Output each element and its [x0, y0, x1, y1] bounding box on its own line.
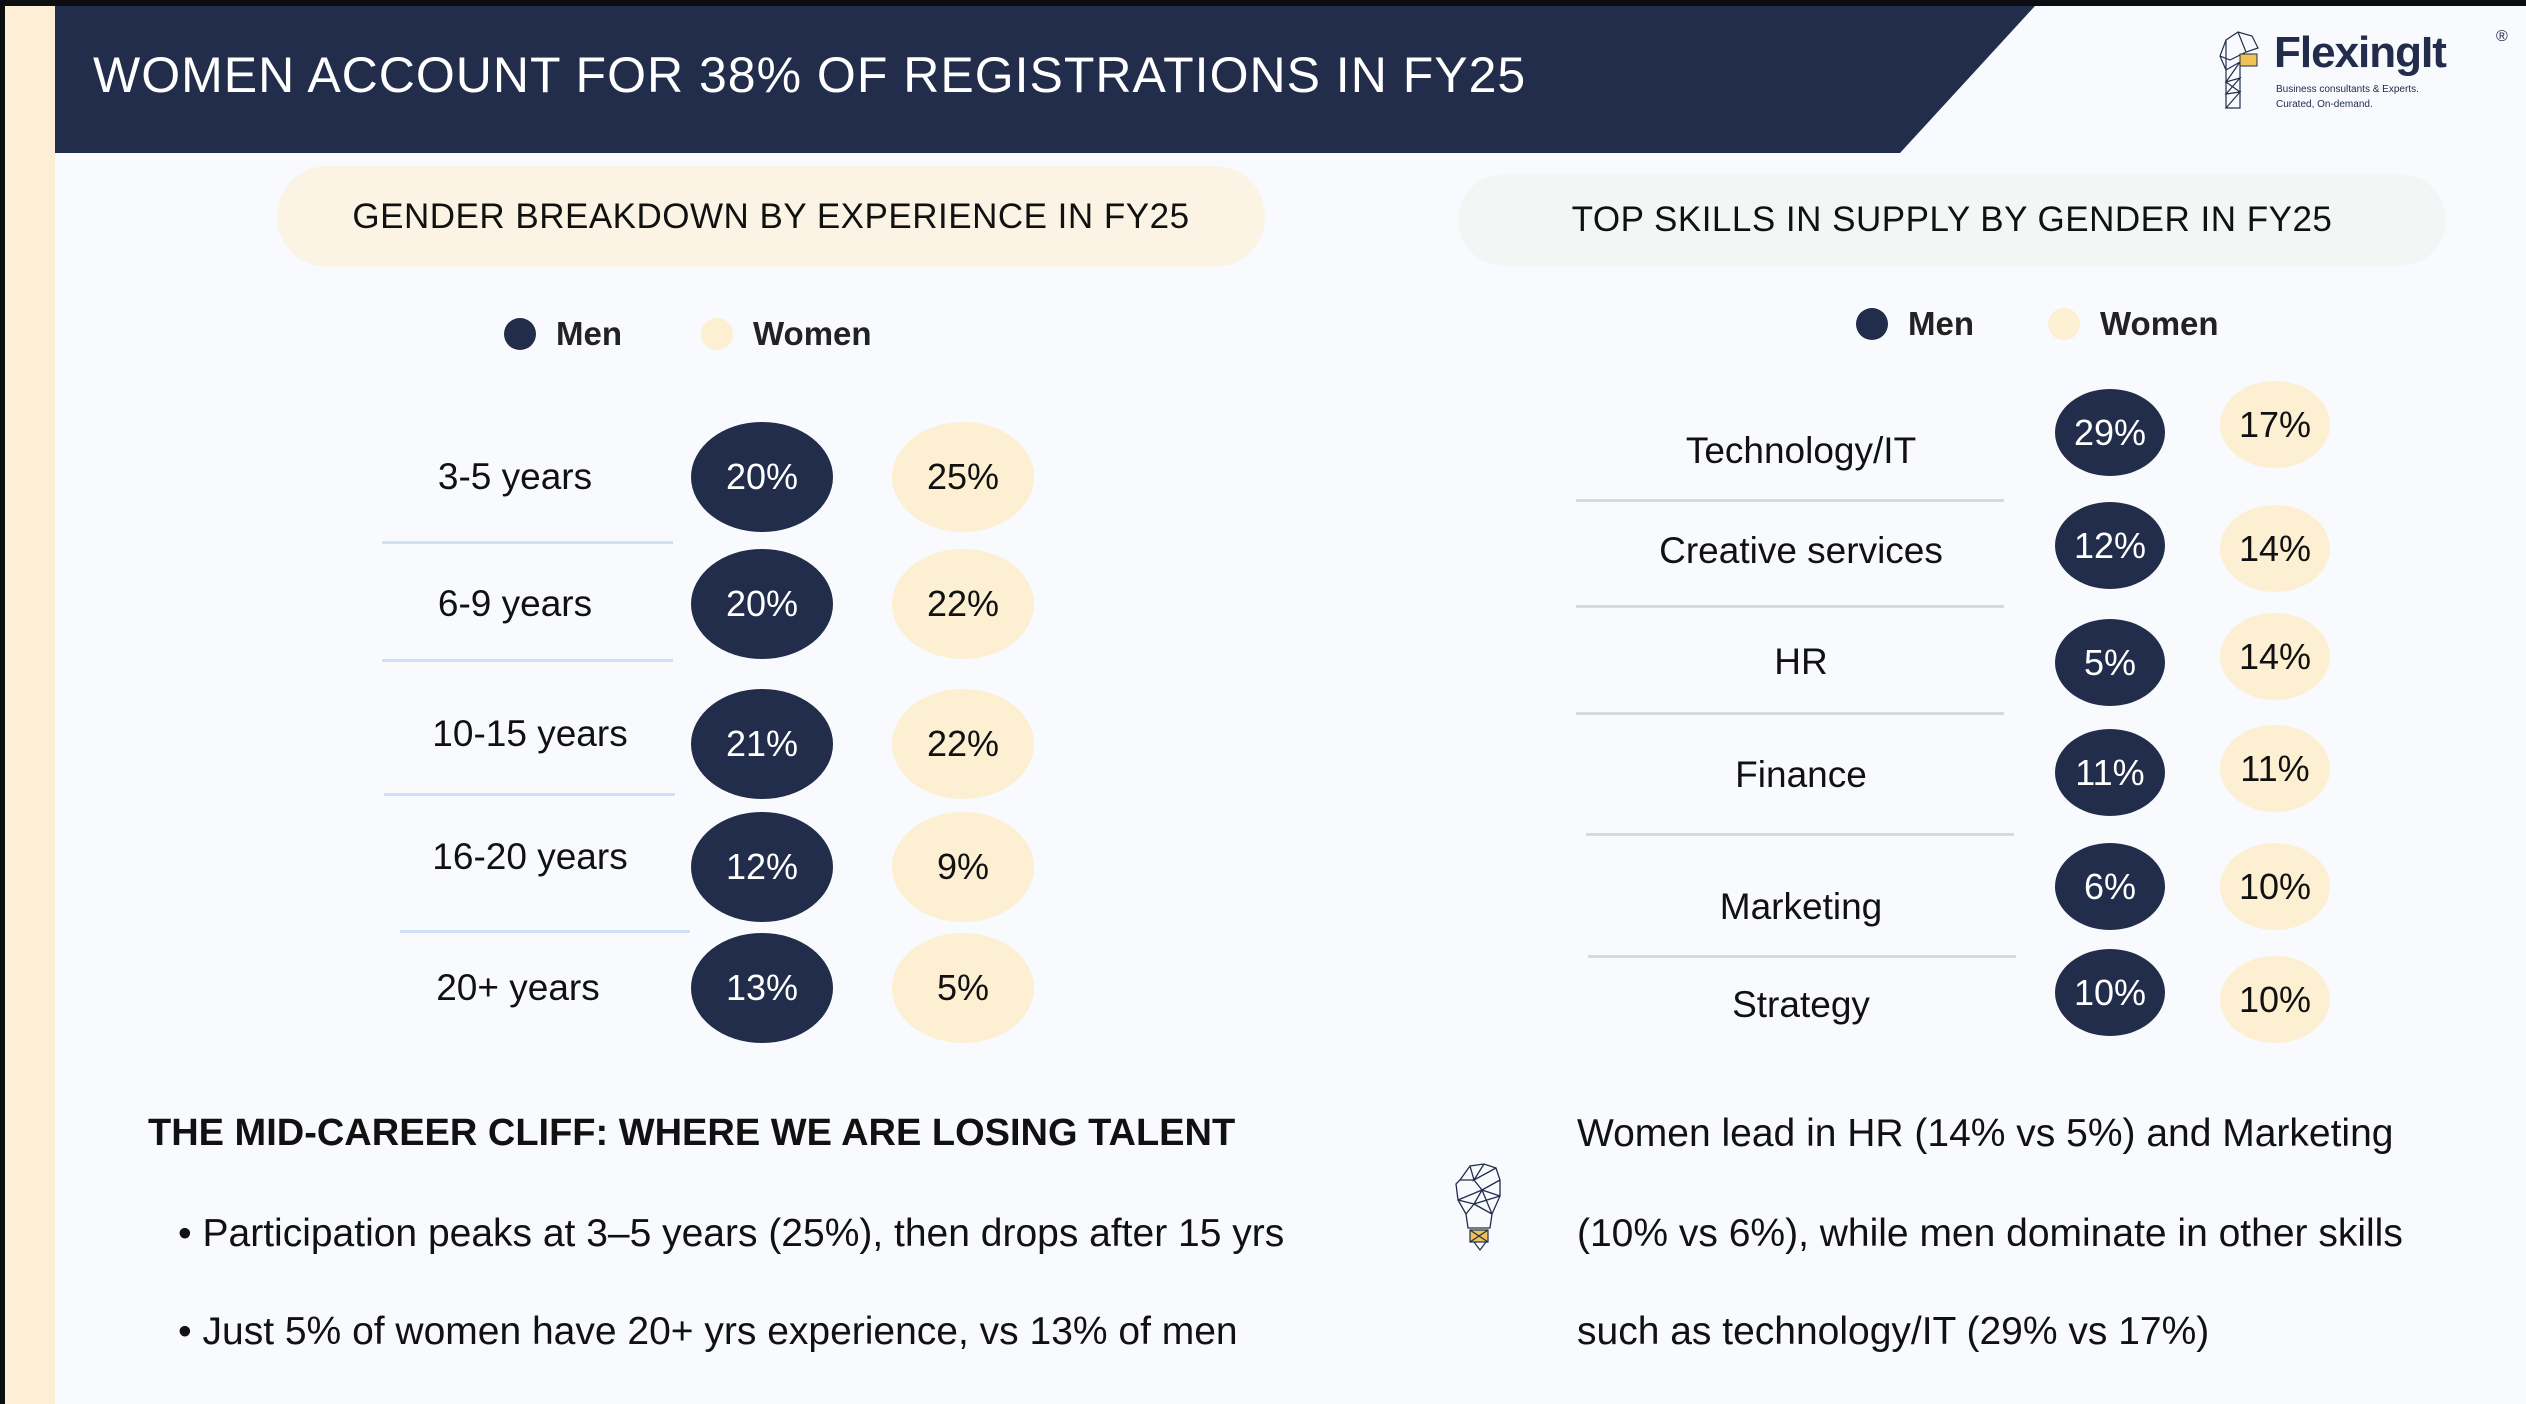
women-legend-dot [701, 318, 733, 350]
logo-tagline-1: Business consultants & Experts. [2276, 84, 2419, 95]
logo: FlexingIt ® Business consultants & Exper… [2218, 28, 2518, 118]
experience-row-label: 20+ years [436, 967, 600, 1008]
men-percentage-badge: 10% [2055, 949, 2165, 1036]
men-percentage-badge: 20% [691, 422, 833, 532]
men-legend-dot [1856, 308, 1888, 340]
men-percentage-badge: 6% [2055, 843, 2165, 930]
skill-row-label: HR [1774, 641, 1828, 682]
lightbulb-icon [1455, 1163, 1501, 1251]
men-percentage-badge: 29% [2055, 389, 2165, 476]
row-divider [1588, 955, 2016, 958]
left-border [0, 0, 5, 1404]
men-percentage-badge: 13% [691, 933, 833, 1043]
legend-men: Men [1856, 305, 1974, 343]
women-percentage-badge: 22% [892, 549, 1034, 659]
legend-women: Women [2048, 305, 2219, 343]
summary-line: such as technology/IT (29% vs 17%) [1577, 1310, 2210, 1353]
skill-row-label: Finance [1735, 754, 1867, 795]
logo-tagline-2: Curated, On-demand. [2276, 99, 2373, 110]
experience-row-label: 6-9 years [437, 583, 593, 624]
skills-section-heading: TOP SKILLS IN SUPPLY BY GENDER IN FY25 [1458, 174, 2446, 266]
skill-row-label: Strategy [1732, 984, 1870, 1025]
women-percentage-badge: 14% [2220, 613, 2330, 700]
women-percentage-badge: 9% [892, 812, 1034, 922]
logo-wordmark: FlexingIt [2274, 28, 2447, 77]
insight-bullet: • Participation peaks at 3–5 years (25%)… [178, 1212, 1285, 1255]
legend-women-label: Women [2100, 305, 2219, 342]
logo-registered: ® [2496, 28, 2508, 45]
legend-women: Women [701, 315, 872, 353]
insight-bullet-text: Participation peaks at 3–5 years (25%), … [202, 1212, 1285, 1255]
legend-men-label: Men [1908, 305, 1974, 342]
summary-line: Women lead in HR (14% vs 5%) and Marketi… [1577, 1112, 2394, 1155]
women-percentage-badge: 10% [2220, 956, 2330, 1043]
women-percentage-badge: 17% [2220, 381, 2330, 468]
summary-line: (10% vs 6%), while men dominate in other… [1577, 1212, 2403, 1255]
row-divider [1576, 499, 2004, 502]
skill-row-label: Creative services [1659, 530, 1943, 571]
insight-heading: THE MID-CAREER CLIFF: WHERE WE ARE LOSIN… [148, 1112, 1236, 1154]
row-divider [384, 793, 675, 796]
men-percentage-badge: 11% [2055, 729, 2165, 816]
women-percentage-badge: 14% [2220, 505, 2330, 592]
experience-row-label: 16-20 years [432, 836, 628, 877]
experience-row-label: 10-15 years [432, 713, 628, 754]
experience-row-label: 3-5 years [437, 456, 593, 497]
women-percentage-badge: 10% [2220, 843, 2330, 930]
experience-section-heading: GENDER BREAKDOWN BY EXPERIENCE IN FY25 [277, 166, 1265, 267]
insight-bullet: • Just 5% of women have 20+ yrs experien… [178, 1310, 1238, 1353]
men-percentage-badge: 20% [691, 549, 833, 659]
legend-men: Men [504, 315, 622, 353]
insight-bullet-text: Just 5% of women have 20+ yrs experience… [202, 1310, 1238, 1353]
row-divider [382, 541, 673, 544]
men-percentage-badge: 12% [691, 812, 833, 922]
page-title: WOMEN ACCOUNT FOR 38% OF REGISTRATIONS I… [93, 47, 1527, 103]
legend-women-label: Women [753, 315, 872, 352]
row-divider [400, 930, 690, 933]
row-divider [1586, 833, 2014, 836]
row-divider [382, 659, 673, 662]
skill-row-label: Marketing [1719, 886, 1883, 927]
women-percentage-badge: 25% [892, 422, 1034, 532]
top-border [0, 0, 2526, 6]
side-accent-strip [5, 6, 55, 1404]
logo-network-f-icon [2219, 31, 2259, 109]
men-percentage-badge: 5% [2055, 619, 2165, 706]
legend-men-label: Men [556, 315, 622, 352]
row-divider [1576, 712, 2004, 715]
women-legend-dot [2048, 308, 2080, 340]
men-percentage-badge: 12% [2055, 502, 2165, 589]
row-divider [1576, 605, 2004, 608]
men-legend-dot [504, 318, 536, 350]
women-percentage-badge: 22% [892, 689, 1034, 799]
skill-row-label: Technology/IT [1685, 430, 1917, 471]
men-percentage-badge: 21% [691, 689, 833, 799]
women-percentage-badge: 11% [2220, 725, 2330, 812]
header-banner [55, 6, 2035, 153]
women-percentage-badge: 5% [892, 933, 1034, 1043]
